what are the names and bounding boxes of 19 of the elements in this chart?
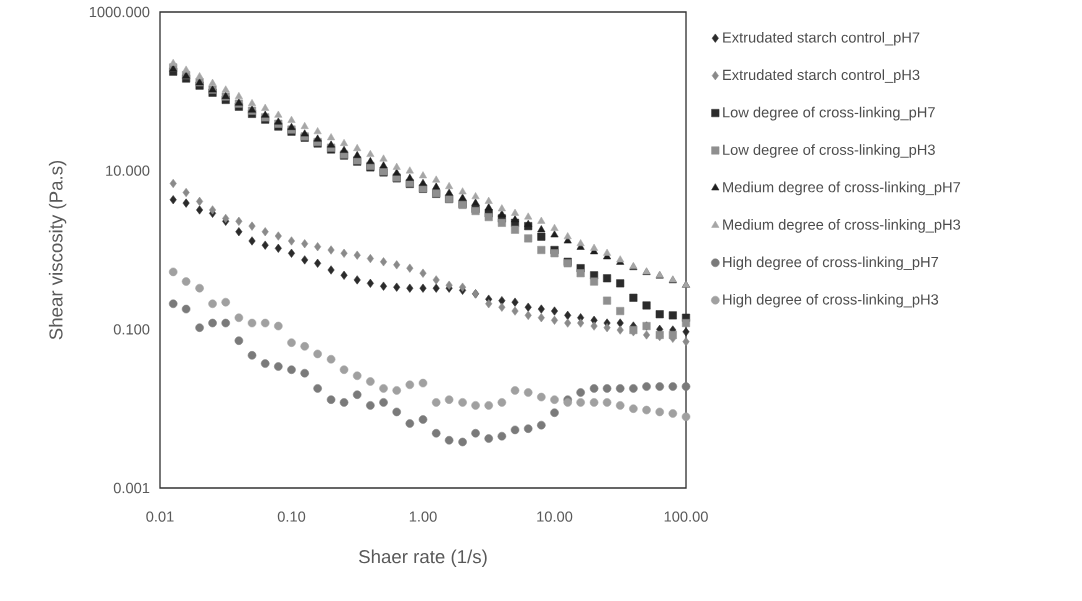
legend-label: Extrudated starch control_pH7 [723,31,920,46]
legend-label: Medium degree of cross-linking_pH7 [723,181,961,196]
x-tick-label: 1.00 [409,511,437,522]
legend-label: Low degree of cross-linking_pH7 [723,106,935,121]
y-tick-label: 10.000 [106,165,150,176]
legend-label: High degree of cross-linking_pH3 [723,293,939,308]
legend-label: Medium degree of cross-linking_pH3 [723,219,961,233]
y-tick-label: 0.001 [113,482,150,494]
legend-label: Low degree of cross-linking_pH3 [723,144,935,158]
x-tick-label: 0.01 [146,511,174,522]
x-tick-label: 100.00 [664,511,708,522]
y-tick-label: 0.100 [113,324,150,335]
x-axis-title: Shaer rate (1/s) [359,549,487,567]
legend-label: High degree of cross-linking_pH7 [723,256,939,271]
legend-label: Extrudated starch control_pH3 [723,69,920,83]
x-tick-label: 10.00 [537,511,573,522]
y-axis-title: Shear viscosity (Pa.s) [48,160,67,340]
y-tick-label: 1000.000 [89,6,150,18]
x-tick-label: 0.10 [277,511,306,522]
